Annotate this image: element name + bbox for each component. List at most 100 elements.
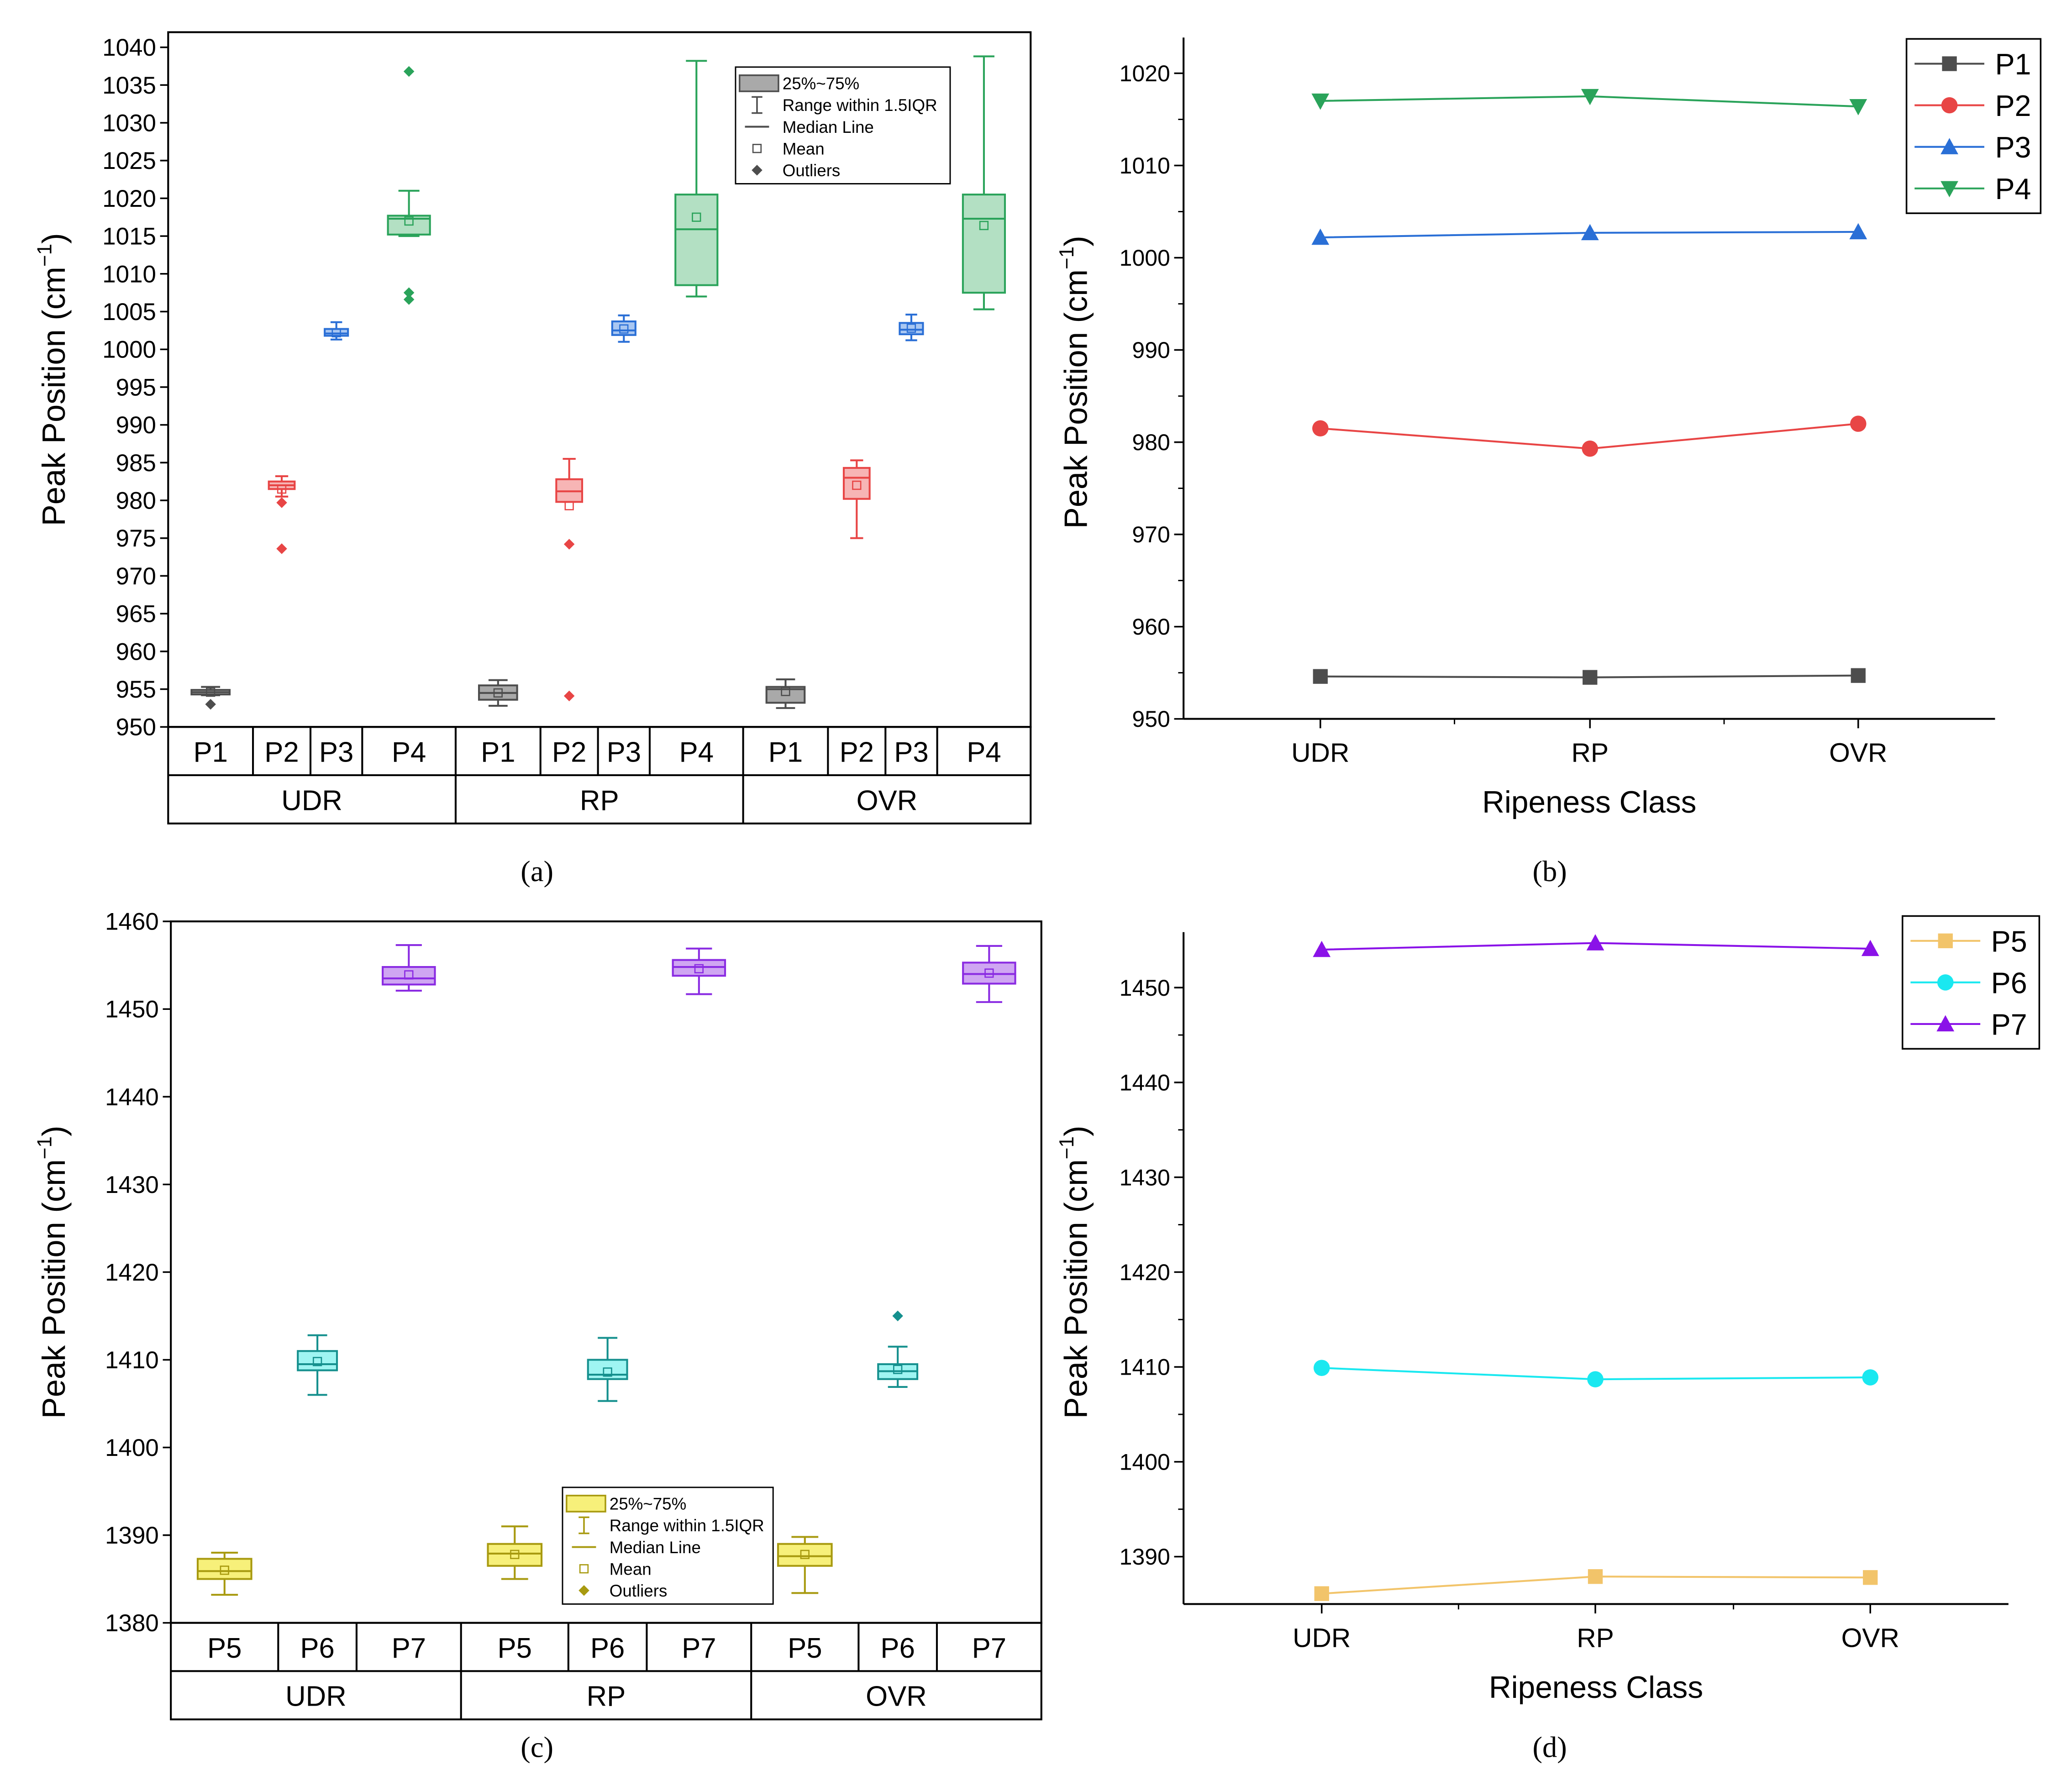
legend-swatch-marker: [1941, 181, 1958, 198]
iqr-box: [962, 194, 1006, 294]
peak-label: P3: [894, 737, 928, 768]
mean-marker: [893, 1365, 903, 1374]
legend-label: P7: [1991, 1008, 2027, 1041]
y-tick-label: 1020: [1120, 61, 1170, 86]
y-tick-label: 1030: [102, 110, 156, 137]
legend-swatch-marker: [1936, 1015, 1955, 1032]
y-tick-label: 1040: [102, 34, 156, 61]
peak-label: P4: [392, 737, 426, 768]
y-tick-label: 1410: [105, 1347, 159, 1374]
legend-frame: [1905, 38, 2042, 214]
y-tick-label: 970: [1132, 522, 1170, 547]
y-tick-label: 1420: [1120, 1260, 1170, 1285]
y-tick-label: 990: [1132, 337, 1170, 363]
y-tick-label: 1020: [102, 185, 156, 212]
series-p5: [1314, 1569, 1878, 1601]
data-point: [1313, 669, 1328, 684]
y-tick-label: 1440: [1120, 1070, 1170, 1096]
y-tick-label: 1010: [1120, 153, 1170, 179]
mean-marker: [277, 484, 287, 494]
mean-marker: [564, 501, 574, 510]
iqr-box: [674, 194, 719, 286]
panel-c-boxplot: 1380 1390 1400 1410 1420 1430 1440 1450 1460 Peak…: [34, 909, 1042, 1721]
legend-label: 25%~75%: [783, 74, 859, 93]
series-p7: [1313, 934, 1879, 957]
mean-marker: [603, 1367, 612, 1377]
peak-label: P4: [679, 737, 714, 768]
legend-label: P1: [1995, 48, 2031, 81]
legend-label: P2: [1995, 89, 2031, 122]
data-point: [1863, 1570, 1878, 1585]
mean-marker: [312, 1357, 322, 1366]
iqr-box: [777, 1543, 833, 1567]
y-tick-label: 1390: [1120, 1544, 1170, 1570]
data-point: [1849, 223, 1867, 240]
legend-swatch-marker: [1941, 138, 1958, 154]
data-point: [1849, 99, 1867, 116]
legend-label: Mean: [783, 139, 825, 158]
y-axis-title: Peak Position (cm−1): [1056, 236, 1094, 529]
outlier-point: [563, 690, 575, 702]
outlier-point: [205, 699, 216, 710]
y-tick-label: 1400: [1120, 1449, 1170, 1475]
box-rp-p7: [672, 947, 726, 995]
y-tick-label: 980: [1132, 430, 1170, 455]
box-udr-p4: [387, 66, 431, 305]
peak-label: P6: [300, 1633, 334, 1664]
data-point: [1587, 1371, 1604, 1387]
y-tick-label: 965: [116, 601, 156, 628]
y-tick-label: 950: [1132, 706, 1170, 732]
y-tick-label: 1035: [102, 72, 156, 99]
mean-marker: [510, 1550, 520, 1559]
data-point: [1314, 1586, 1329, 1601]
outlier-point: [276, 543, 287, 554]
legend-label: 25%~75%: [610, 1495, 686, 1513]
mean-marker: [984, 968, 994, 978]
peak-label: P7: [392, 1633, 426, 1664]
panel-b-lineplot: 950 960 970 980 990 1000 1010 1020 UDR RP OVR Ripen…: [1056, 37, 2042, 819]
y-tick-label: 1460: [105, 909, 159, 935]
y-tick-label: 980: [116, 488, 156, 515]
legend-swatch-box: [566, 1495, 606, 1513]
y-tick-label: 975: [116, 525, 156, 552]
legend-swatch-marker: [1942, 56, 1957, 71]
box-udr-p3: [324, 321, 349, 341]
data-point: [1311, 228, 1330, 245]
box-ovr-p5: [777, 1536, 833, 1594]
mean-marker: [692, 212, 701, 222]
y-tick-label: 1450: [105, 996, 159, 1023]
legend: P1 P2 P3 P4: [1905, 38, 2042, 214]
mean-marker: [206, 688, 216, 697]
legend: P5 P6 P7: [1901, 915, 2040, 1050]
group-label: UDR: [285, 1681, 347, 1712]
legend: 25%~75% Range within 1.5IQR Median Line Mea…: [562, 1487, 774, 1605]
x-tick-label: RP: [1571, 738, 1609, 768]
mean-marker: [220, 1565, 229, 1575]
data-point: [1850, 415, 1867, 432]
x-tick-label: UDR: [1291, 738, 1349, 768]
series-p1: [1313, 668, 1866, 685]
y-tick-label: 1015: [102, 223, 156, 250]
group-label: UDR: [281, 785, 342, 816]
peak-label: P5: [788, 1633, 822, 1664]
series-p3: [1311, 223, 1867, 245]
group-label: RP: [580, 785, 619, 816]
y-tick-label: 1430: [105, 1171, 159, 1198]
y-tick-label: 990: [116, 412, 156, 439]
iqr-box: [382, 966, 436, 986]
outlier-point: [892, 1310, 903, 1322]
y-tick-label: 985: [116, 450, 156, 477]
data-point: [1861, 940, 1879, 956]
y-tick-label: 1380: [105, 1610, 159, 1637]
data-point: [1851, 668, 1866, 683]
legend-swatch-mean: [579, 1564, 589, 1574]
y-tick-label: 1430: [1120, 1165, 1170, 1190]
y-tick-label: 970: [116, 563, 156, 590]
iqr-box: [196, 1558, 252, 1580]
legend-label: P3: [1995, 131, 2031, 164]
data-point: [1313, 1360, 1330, 1376]
data-point: [1581, 89, 1599, 105]
legend-swatch-marker: [1937, 974, 1954, 991]
peak-label: P6: [880, 1633, 915, 1664]
y-tick-label: 1420: [105, 1259, 159, 1286]
